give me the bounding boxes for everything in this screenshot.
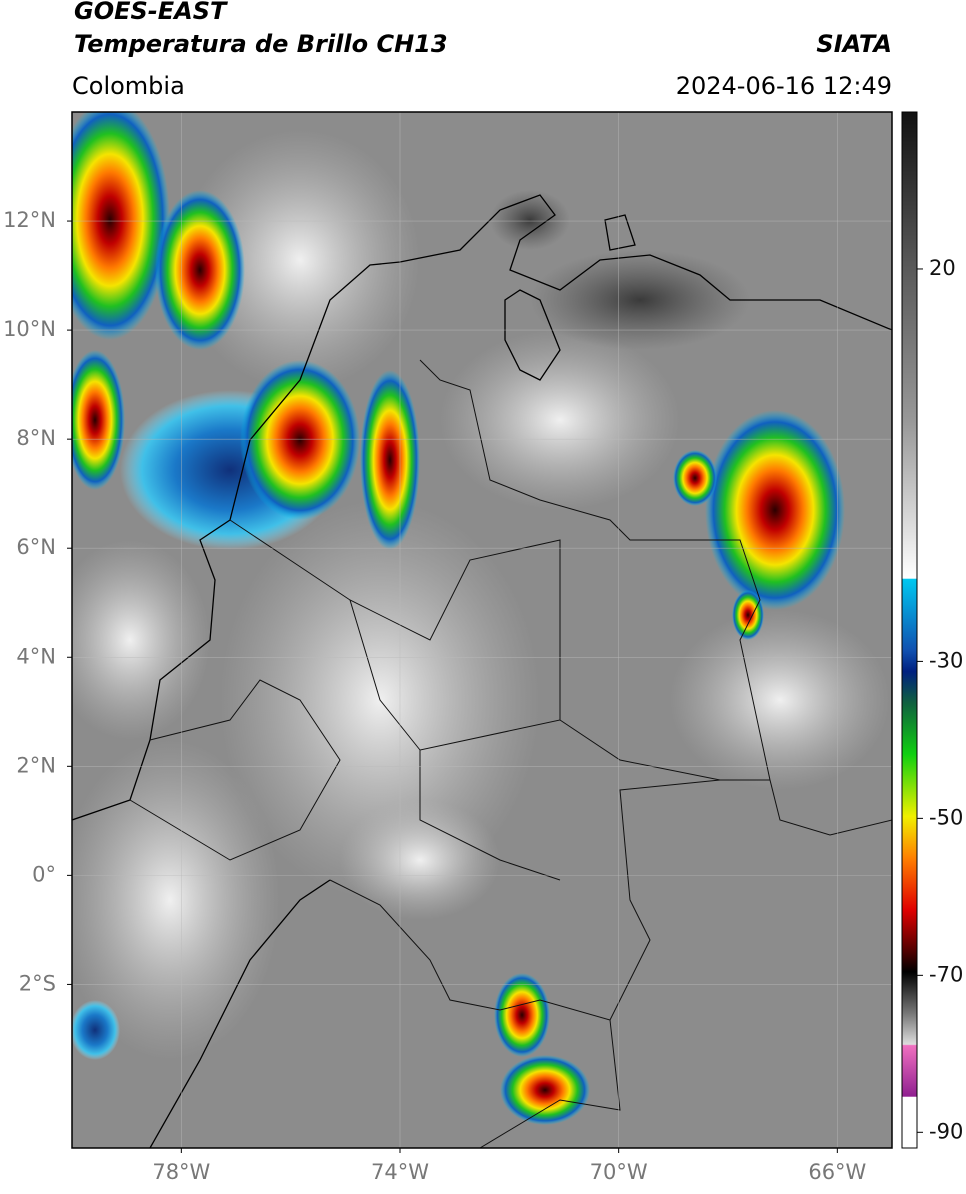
lat-tick-label: 12°N [3,208,56,232]
map-frame [71,111,893,1149]
lat-tick-label: 2°S [19,971,56,995]
lat-tick-label: 10°N [3,317,56,341]
cloud-field [72,130,890,1060]
region: Colombia [72,72,185,100]
lon-tick-label: 78°W [152,1160,210,1184]
lat-tick-label: 8°N [16,426,56,450]
storm-cells [72,112,845,1125]
political-borders [129,359,892,1148]
lat-tick-label: 0° [32,862,56,886]
lon-tick-label: 70°W [590,1160,648,1184]
datetime: 2024-06-16 12:49 [676,72,892,100]
lon-tick-label: 66°W [808,1160,866,1184]
colorbar-tick-label: -30 [929,648,963,672]
lat-tick-label: 2°N [16,753,56,777]
colorbar-tick-label: 20 [929,256,956,280]
satellite-map [72,112,892,1148]
colorbar [901,111,918,1149]
coastlines [72,194,892,1148]
colorbar-tick-label: -50 [929,805,963,829]
lat-tick-label: 4°N [16,644,56,668]
lat-tick-label: 6°N [16,535,56,559]
title: GOES-EAST [74,0,228,25]
lon-tick-label: 74°W [371,1160,429,1184]
colorbar-tick-label: -70 [929,962,963,986]
subtitle: Temperatura de Brillo CH13 [74,30,448,58]
colorbar-tick-label: -90 [929,1119,963,1143]
source: SIATA [816,30,892,58]
